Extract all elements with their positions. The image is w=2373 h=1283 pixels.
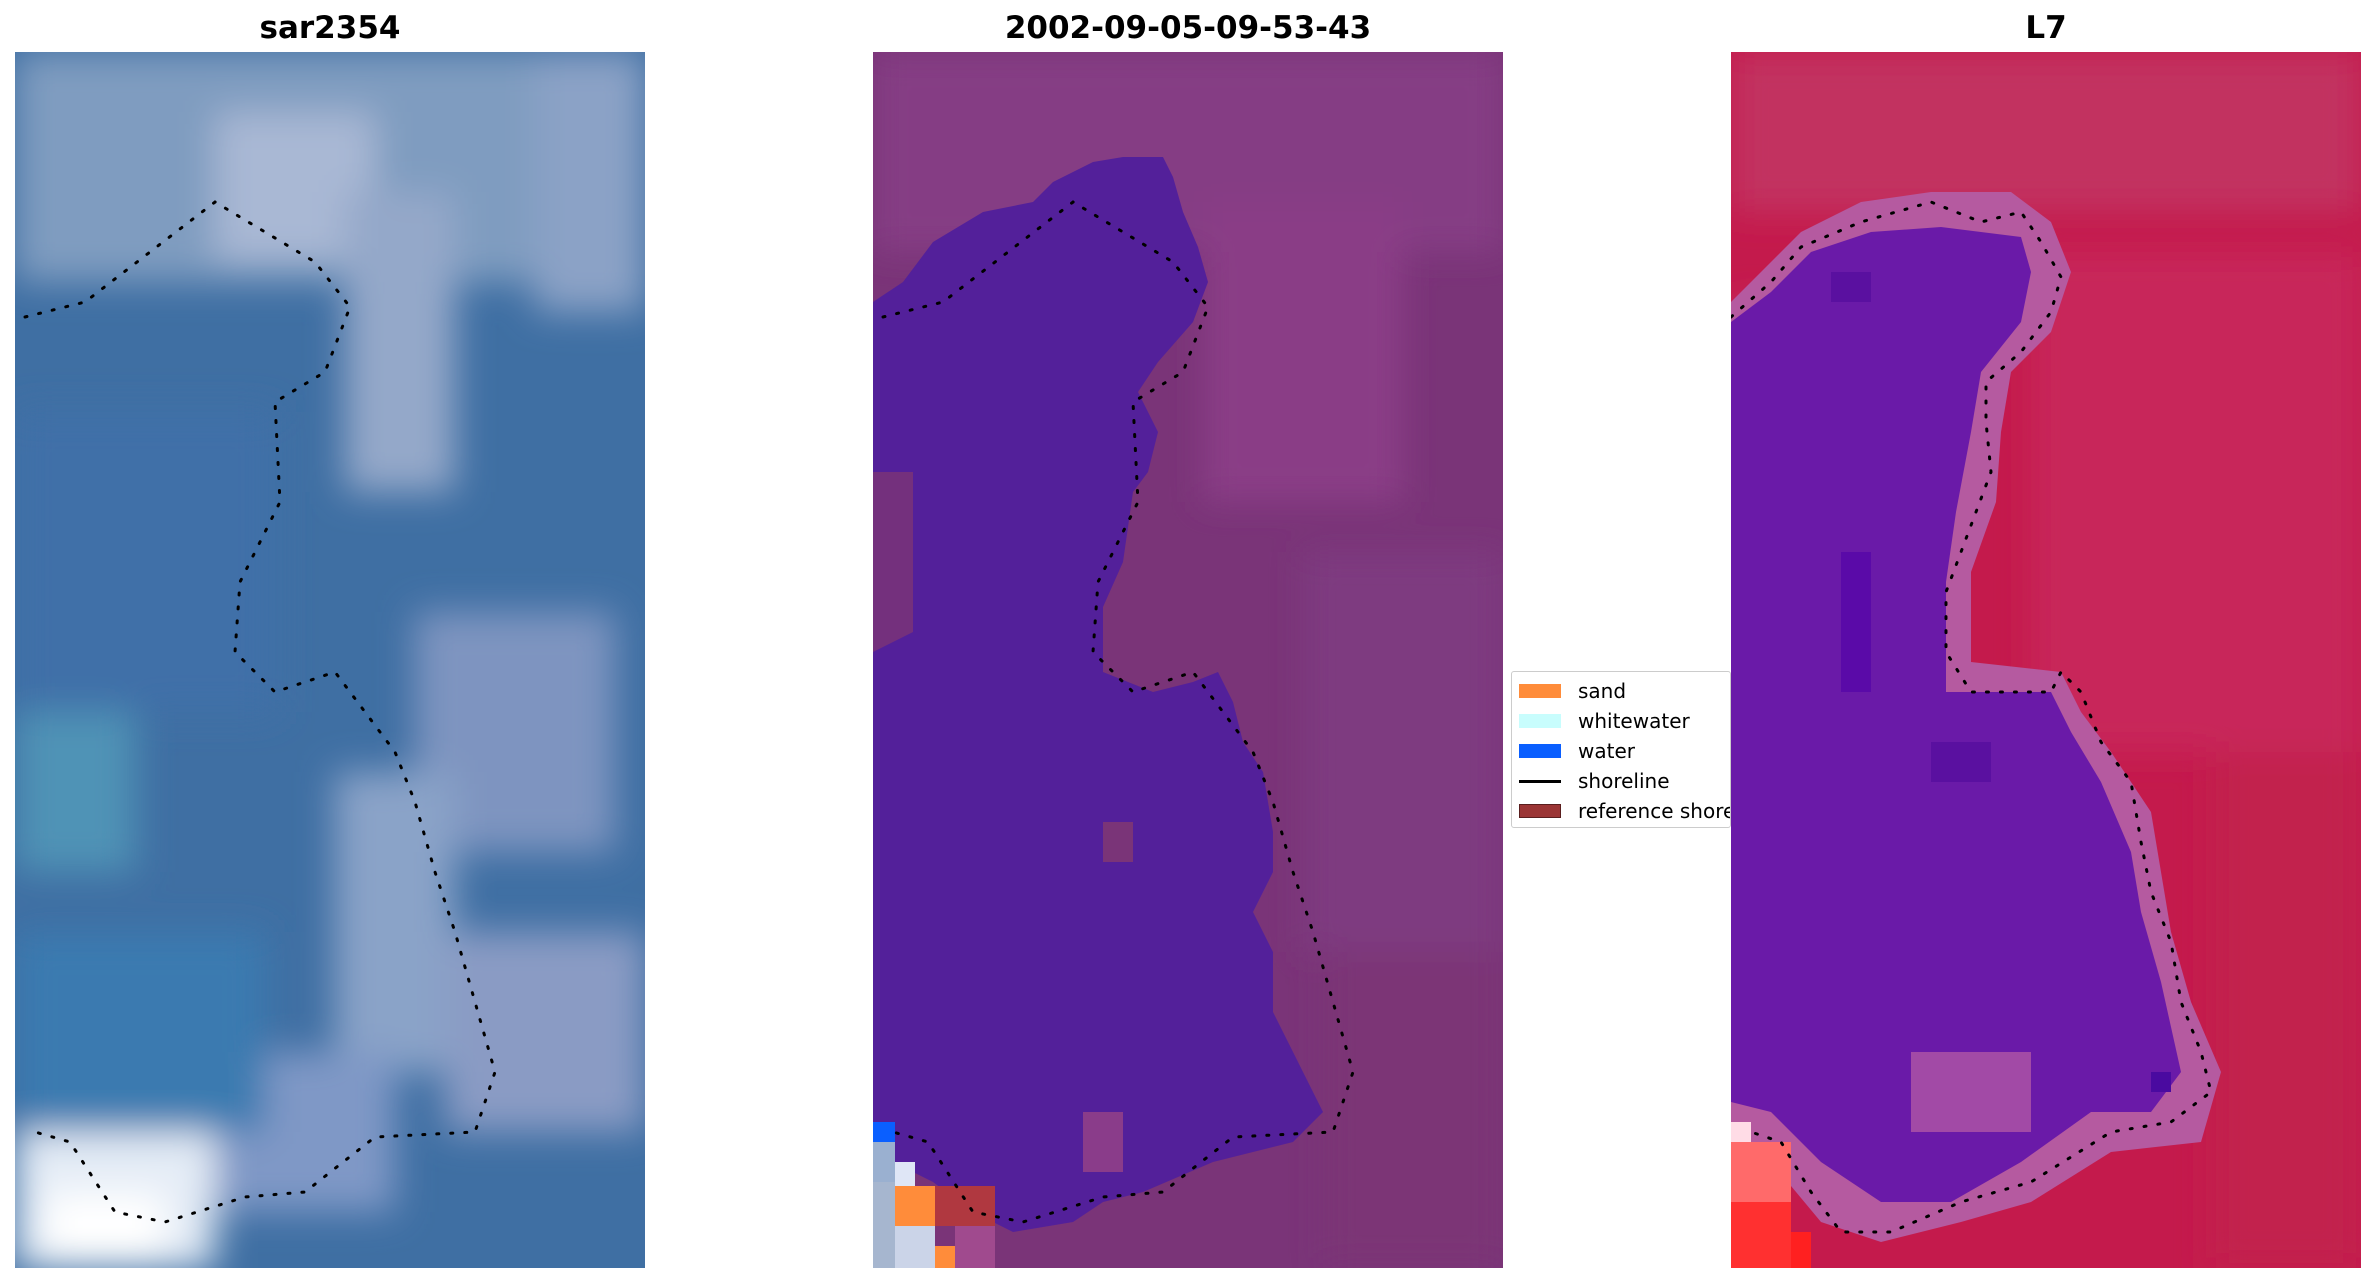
legend-label-whitewater: whitewater [1578,709,1690,733]
legend-swatch-reference-shoreline [1519,804,1561,818]
legend-label-reference-shoreline: reference shoreline [1578,799,1730,823]
index-image-canvas [1731,52,2361,1268]
magenta-inlet [873,472,913,652]
classified-image-canvas [873,52,1503,1268]
rgb-image-canvas [15,52,645,1268]
panel-title-2: 2002-09-05-09-53-43 [1004,10,1372,46]
legend-swatch-shoreline [1519,780,1561,783]
panel-title-1: sar2354 [259,10,401,46]
legend-swatch-whitewater [1519,714,1561,728]
water-region-classified [873,157,1323,1232]
shoreline-dots-index [1731,200,2213,1234]
legend: sand whitewater water shoreline referenc… [1511,671,1731,828]
panel-title-3: L7 [2025,10,2067,46]
legend-swatch-water [1519,744,1561,758]
panel-image-rgb [15,52,645,1268]
legend-label-water: water [1578,739,1635,763]
panel-image-index [1731,52,2361,1268]
legend-label-sand: sand [1578,679,1627,703]
legend-label-shoreline: shoreline [1578,769,1670,793]
panel-image-classified [873,52,1503,1268]
legend-swatch-sand [1519,684,1561,698]
water-region-index [1731,227,2181,1202]
